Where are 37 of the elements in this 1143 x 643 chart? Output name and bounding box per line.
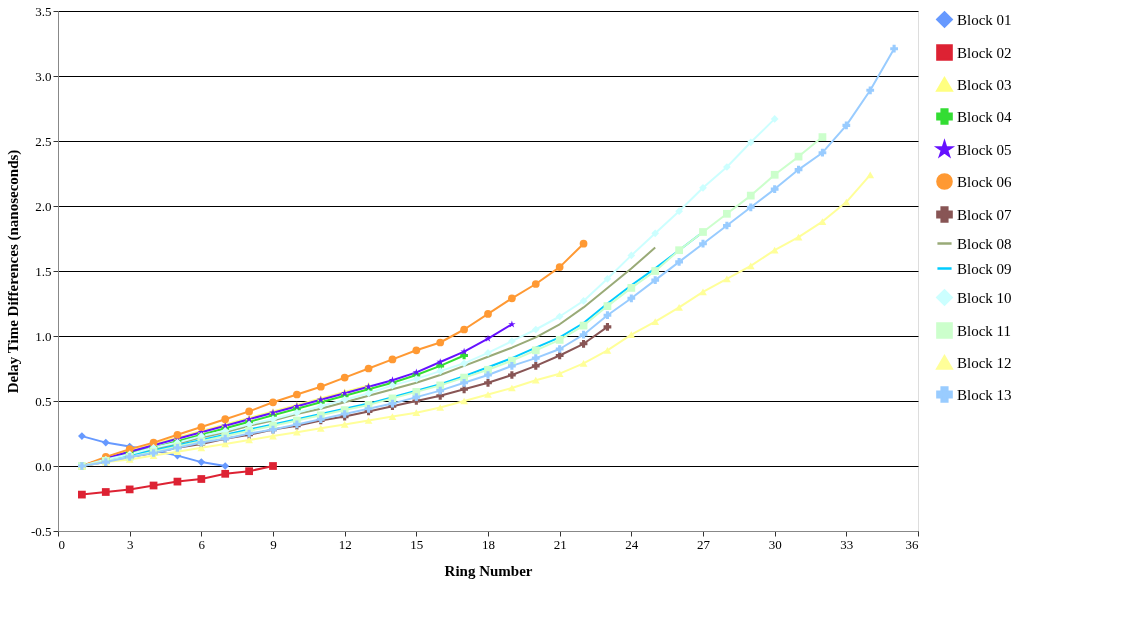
- x-tick-label: 18: [482, 536, 495, 552]
- legend-label: Block 06: [957, 173, 1013, 190]
- y-tick-label: 2.0: [35, 198, 52, 214]
- y-tick-label: 2.5: [35, 133, 52, 149]
- legend-label: Block 08: [957, 235, 1012, 252]
- y-tick-label: 0.0: [35, 458, 52, 474]
- legend-label: Block 12: [957, 354, 1012, 371]
- y-tick-label: 1.5: [35, 263, 52, 279]
- x-tick-label: 27: [697, 536, 711, 552]
- legend-label: Block 13: [957, 386, 1012, 403]
- y-tick-label: -0.5: [30, 523, 52, 539]
- legend-label: Block 09: [957, 260, 1012, 277]
- y-tick-label: 0.5: [35, 393, 52, 409]
- legend-label: Block 05: [957, 141, 1012, 158]
- legend-label: Block 11: [957, 322, 1012, 339]
- x-tick-label: 24: [625, 536, 639, 552]
- legend-label: Block 10: [957, 289, 1012, 306]
- y-tick-label: 3.5: [35, 3, 52, 19]
- x-tick-label: 30: [768, 536, 782, 552]
- x-axis-title: Ring Number: [444, 562, 533, 579]
- legend-label: Block 04: [957, 108, 1013, 125]
- x-tick-label: 0: [58, 536, 65, 552]
- x-tick-label: 3: [126, 536, 134, 552]
- x-tick-label: 12: [338, 536, 352, 552]
- x-tick-label: 9: [270, 536, 277, 552]
- x-tick-label: 33: [840, 536, 854, 552]
- x-tick-label: 15: [410, 536, 424, 552]
- legend-label: Block 02: [957, 44, 1012, 61]
- legend-label: Block 03: [957, 76, 1012, 93]
- y-tick-label: 1.0: [35, 328, 52, 344]
- legend-label: Block 01: [957, 11, 1012, 28]
- y-tick-label: 3.0: [35, 68, 52, 84]
- x-tick-label: 36: [905, 536, 919, 552]
- x-tick-label: 6: [198, 536, 206, 552]
- x-tick-label: 21: [553, 536, 567, 552]
- y-axis-title: Delay Time Differences (nanoseconds): [4, 149, 22, 394]
- legend-label: Block 07: [957, 206, 1013, 223]
